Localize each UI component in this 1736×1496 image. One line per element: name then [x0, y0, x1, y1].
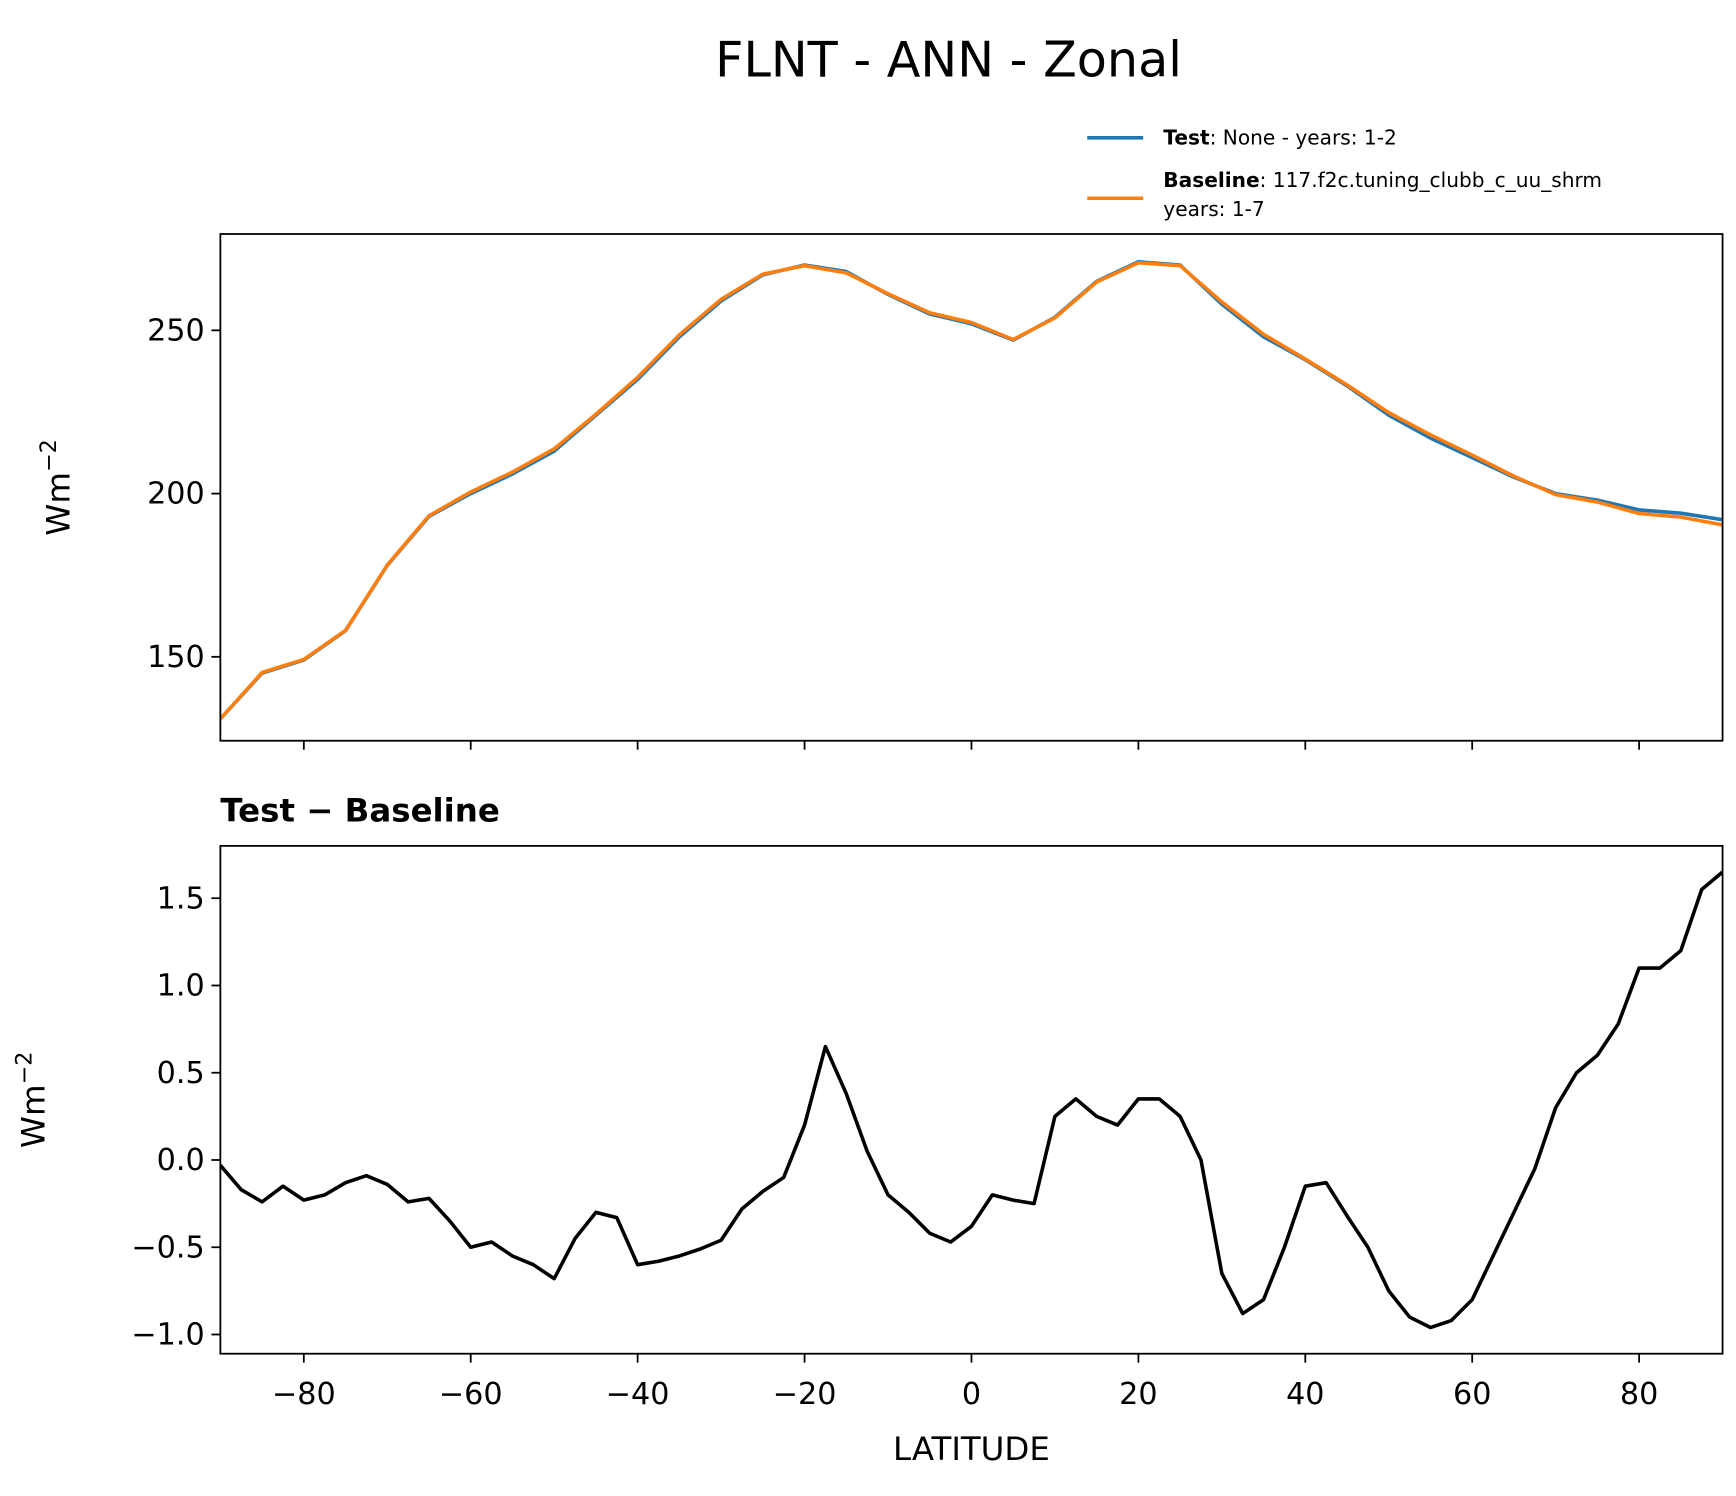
- axes-frame: [219, 844, 1724, 1355]
- y-tick-label: −1.0: [131, 1318, 204, 1353]
- x-tick-label: 0: [962, 1377, 981, 1412]
- y-tick-label: −0.5: [131, 1230, 204, 1265]
- legend-name: Test: [1163, 126, 1210, 150]
- y-tick-label: 150: [147, 640, 205, 675]
- series-line: [220, 259, 1723, 721]
- y-label-base: Wm: [15, 1084, 53, 1148]
- x-tick-label: 40: [1286, 1377, 1324, 1412]
- y-tick-label: 0.0: [157, 1143, 205, 1178]
- figure-title: FLNT - ANN - Zonal: [715, 30, 1182, 88]
- legend-name: Baseline: [1163, 168, 1259, 192]
- x-tick-label: −60: [439, 1377, 503, 1412]
- x-tick-label: −20: [773, 1377, 837, 1412]
- y-axis-label: Wm−2: [36, 439, 77, 536]
- legend-detail: years: 1-7: [1163, 197, 1264, 221]
- x-tick-label: −40: [606, 1377, 670, 1412]
- y-tick-label: 0.5: [157, 1056, 205, 1091]
- x-tick-label: 80: [1620, 1377, 1658, 1412]
- axes-frame: [219, 233, 1724, 742]
- x-axis-label: LATITUDE: [893, 1430, 1050, 1468]
- y-tick-label: 1.0: [157, 969, 205, 1004]
- legend-label: Baseline: 117.f2c.tuning_clubb_c_uu_shrm: [1163, 168, 1602, 192]
- series-line: [220, 870, 1723, 1330]
- series-line: [220, 260, 1723, 721]
- y-tick-label: 250: [147, 313, 205, 348]
- y-axis-label: Wm−2: [11, 1051, 52, 1148]
- legend-label: Test: None - years: 1-2: [1163, 126, 1396, 150]
- x-tick-label: 20: [1119, 1377, 1157, 1412]
- y-tick-label: 1.5: [157, 881, 205, 916]
- y-label-sup: −2: [36, 439, 62, 472]
- y-label-sup: −2: [11, 1051, 37, 1084]
- x-tick-label: 60: [1453, 1377, 1491, 1412]
- y-label-base: Wm: [39, 472, 77, 536]
- legend-detail: : 117.f2c.tuning_clubb_c_uu_shrm: [1260, 168, 1602, 192]
- x-tick-label: −80: [272, 1377, 336, 1412]
- legend-detail: : None - years: 1-2: [1210, 126, 1397, 150]
- y-tick-label: 200: [147, 477, 205, 512]
- axes-title: Test − Baseline: [220, 791, 500, 829]
